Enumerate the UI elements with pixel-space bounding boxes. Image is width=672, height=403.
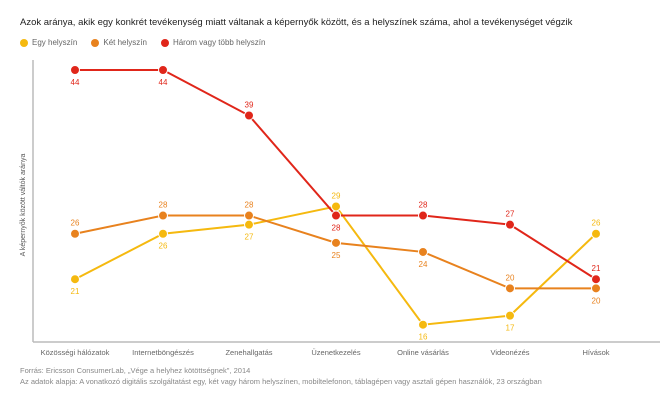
legend-item-egy: Egy helyszín: [20, 38, 77, 47]
data-label: 44: [159, 78, 168, 87]
x-tick-label: Hívások: [582, 348, 609, 357]
data-label: 44: [71, 78, 80, 87]
data-label: 26: [71, 219, 80, 228]
data-point: [158, 210, 168, 221]
legend-label: Egy helyszín: [32, 38, 78, 47]
x-tick-label: Zenehallgatás: [225, 348, 272, 357]
chart-title: Azok aránya, akik egy konkrét tevékenysé…: [20, 17, 573, 28]
data-label: 21: [71, 287, 80, 296]
data-label: 26: [159, 242, 168, 251]
data-point: [244, 210, 254, 221]
legend-swatch: [160, 38, 169, 47]
legend-swatch: [20, 38, 28, 47]
data-label: 28: [245, 201, 254, 210]
data-label: 27: [506, 210, 515, 219]
data-label: 20: [506, 273, 515, 282]
data-point: [70, 274, 80, 285]
legend-label: Három vagy több helyszín: [172, 38, 266, 47]
legend-item-harom: Három vagy több helyszín: [160, 38, 266, 47]
data-point: [591, 228, 601, 239]
source-note: Forrás: Ericsson ConsumerLab, „Vége a he…: [20, 366, 251, 375]
x-tick-label: Videonézés: [490, 348, 529, 357]
data-label: 20: [592, 296, 601, 305]
data-point: [70, 65, 80, 76]
data-point: [505, 310, 515, 321]
data-point: [158, 65, 168, 76]
data-point: [418, 319, 428, 330]
data-point: [331, 201, 341, 212]
data-label: 28: [159, 201, 168, 210]
data-point: [591, 283, 601, 294]
data-point: [418, 210, 428, 221]
data-label: 25: [332, 251, 341, 260]
data-point: [505, 283, 515, 294]
data-label: 28: [419, 201, 428, 210]
data-label: 26: [592, 219, 601, 228]
data-label: 29: [332, 191, 341, 200]
data-basis-note: Az adatok alapja: A vonatkozó digitális …: [20, 377, 542, 386]
data-label: 17: [506, 324, 515, 333]
data-label: 24: [419, 260, 428, 269]
x-tick-label: Közösségi hálózatok: [41, 348, 110, 357]
data-point: [331, 210, 341, 221]
data-point: [70, 228, 80, 239]
data-label: 27: [245, 233, 254, 242]
data-label: 39: [245, 100, 254, 109]
series-line-2: [75, 69, 597, 281]
data-point: [331, 237, 341, 248]
legend-swatch: [91, 38, 100, 47]
y-axis-label: A képernyők között váltók aránya: [20, 154, 27, 257]
data-point: [158, 228, 168, 239]
x-tick-label: Üzenetkezelés: [311, 348, 360, 357]
data-point: [591, 274, 601, 285]
legend-item-ket: Két helyszín: [91, 38, 147, 47]
x-tick-label: Online vásárlás: [397, 348, 449, 357]
data-point: [244, 110, 254, 121]
data-label: 28: [332, 224, 341, 233]
x-tick-label: Internetböngészés: [132, 348, 194, 357]
data-label: 21: [592, 264, 601, 273]
data-point: [505, 219, 515, 230]
legend-label: Két helyszín: [103, 38, 147, 47]
data-point: [244, 219, 254, 230]
data-label: 16: [419, 333, 428, 342]
legend: Egy helyszín Két helyszín Három vagy töb…: [20, 38, 265, 47]
data-point: [418, 246, 428, 257]
